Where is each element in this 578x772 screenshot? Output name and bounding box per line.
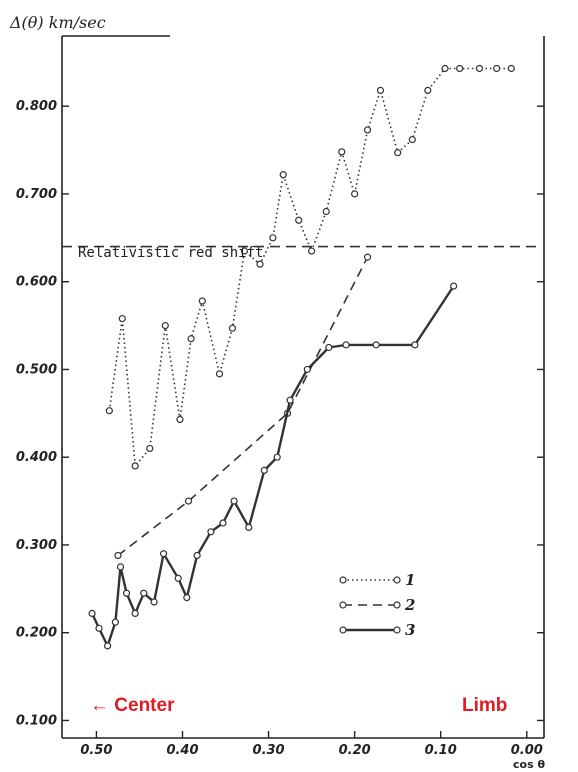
series-3-point — [342, 341, 350, 349]
legend-marker — [393, 576, 401, 584]
series-3-point — [174, 574, 182, 582]
series-2-point — [363, 253, 372, 261]
y-tick-label: 0.200 — [16, 626, 57, 641]
axes-layer: 0.100 0.200 0.300 0.400 0.500 0.600 0.700 0.800… — [16, 35, 545, 758]
series-3-point — [273, 453, 281, 461]
series-3-point — [219, 519, 227, 527]
series-1-point — [131, 462, 139, 470]
series-3-point — [122, 589, 131, 597]
y-tick-label: 0.400 — [16, 450, 57, 465]
legend-marker — [339, 601, 347, 609]
series-2-point — [114, 551, 122, 560]
center-annotation: ← Center — [90, 695, 175, 716]
y-axis-title: Δ(θ) km/sec — [9, 13, 106, 32]
series-1-point — [363, 126, 372, 134]
series-3-point — [183, 593, 191, 602]
series-1-point — [146, 444, 154, 453]
series-3-point — [372, 341, 380, 349]
series-1-point — [215, 370, 224, 378]
series-1-point — [256, 260, 264, 268]
series-3-point — [116, 563, 125, 571]
series-3 — [88, 282, 458, 650]
series-3-point — [411, 341, 419, 349]
series-1-point — [322, 207, 330, 216]
series-1-point — [493, 64, 501, 73]
x-tick-label: 0.30 — [253, 743, 285, 758]
x-tick-label: 0.20 — [339, 743, 371, 758]
series-1-point — [408, 135, 416, 144]
y-tick-label: 0.700 — [16, 187, 57, 202]
series-3-point — [193, 551, 201, 560]
series-1-point — [295, 216, 303, 224]
x-axis-title: cos θ — [513, 758, 545, 771]
series-3-point — [95, 624, 103, 632]
series-1-point — [228, 324, 237, 332]
series-3-point — [159, 550, 168, 558]
series-1-point — [269, 234, 277, 242]
series-3-point — [245, 523, 253, 532]
series-1-point — [279, 171, 287, 179]
x-tick-label: 0.10 — [425, 743, 457, 758]
series-1-point — [424, 86, 432, 95]
series-1-point — [441, 64, 449, 73]
series-1-point — [507, 64, 515, 73]
series-1-point — [105, 407, 113, 415]
series-3-point — [111, 618, 119, 626]
series-3-point — [286, 396, 294, 404]
series-1-point — [240, 247, 249, 255]
y-tick-label: 0.100 — [16, 713, 57, 728]
series-1-point — [456, 64, 464, 73]
legend-marker — [339, 626, 347, 634]
series-3-point — [260, 466, 268, 474]
legend-marker — [339, 576, 347, 584]
series-1-point — [161, 321, 169, 330]
reference-line-label: Relativistic red shift — [78, 245, 263, 261]
y-tick-label: 0.600 — [16, 275, 57, 290]
series-2-point — [184, 497, 193, 505]
x-tick-label: 0.00 — [511, 743, 543, 758]
legend-label-3: 3 — [405, 621, 415, 639]
series-3-line — [91, 285, 455, 648]
series-3-point — [207, 528, 215, 536]
series-2 — [114, 253, 372, 560]
series-3-point — [150, 598, 158, 606]
y-tick-label: 0.500 — [16, 362, 57, 377]
series-2-line — [117, 256, 369, 557]
series-3-point — [140, 589, 148, 597]
series-3-point — [450, 282, 458, 290]
text-layer: Δ(θ) km/sec cos θ Relativistic red shift… — [9, 13, 545, 771]
series-1 — [105, 64, 515, 470]
series-1-point — [118, 314, 126, 323]
series-3-point — [303, 365, 311, 374]
legend-marker — [393, 601, 401, 609]
series-1-point — [176, 415, 184, 424]
series-3-point — [104, 642, 112, 650]
y-tick-label: 0.800 — [16, 99, 57, 114]
legend: 1 2 3 — [339, 571, 415, 639]
series-3-point — [88, 609, 96, 617]
series-3-point — [230, 497, 238, 505]
legend-label-2: 2 — [404, 596, 415, 614]
series-3-point — [131, 609, 139, 617]
series-1-point — [187, 335, 195, 343]
series-1-point — [351, 190, 359, 198]
legend-marker — [393, 626, 401, 634]
series-1-line — [108, 67, 512, 467]
series-1-point — [338, 148, 346, 156]
series-1-point — [475, 64, 484, 73]
series-1-point — [394, 149, 402, 157]
x-tick-label: 0.40 — [166, 743, 198, 758]
series-layer — [88, 64, 515, 650]
series-3-point — [325, 343, 333, 352]
legend-label-1: 1 — [405, 571, 415, 589]
y-tick-label: 0.300 — [16, 538, 57, 553]
x-tick-label: 0.50 — [80, 743, 112, 758]
series-1-point — [376, 86, 385, 95]
series-1-point — [308, 247, 316, 255]
limb-annotation: Limb — [462, 695, 507, 716]
series-1-point — [198, 297, 206, 305]
